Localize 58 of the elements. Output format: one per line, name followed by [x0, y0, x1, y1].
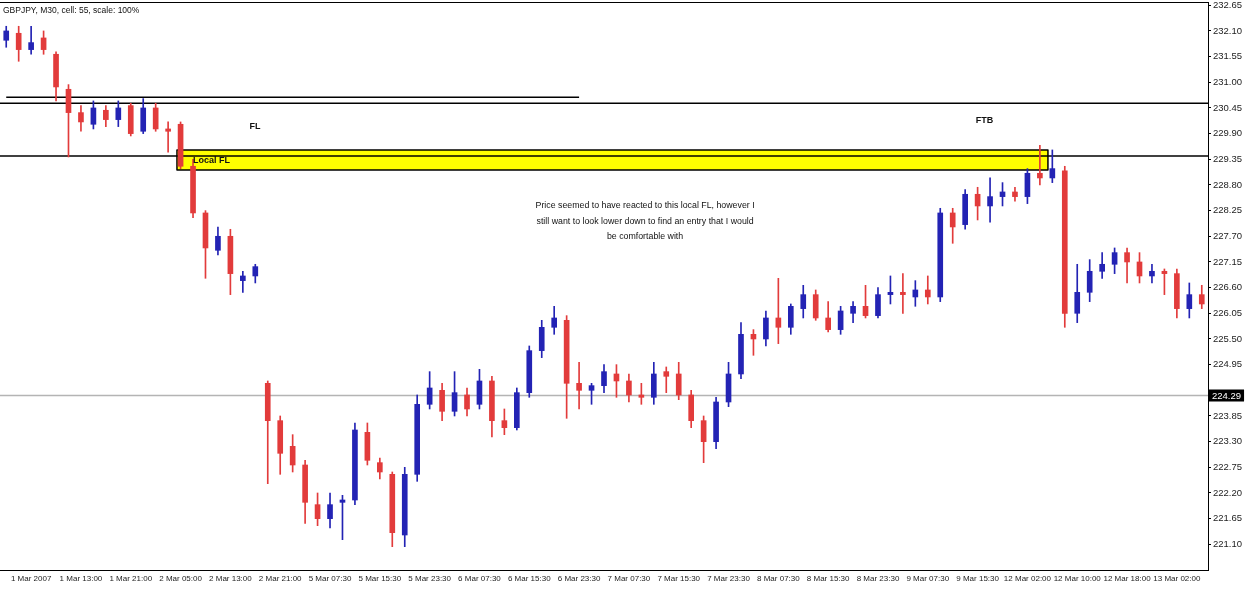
y-tick-label: 232.10 [1213, 24, 1243, 36]
y-tick-label: 226.05 [1213, 306, 1243, 318]
candlestick [165, 121, 171, 153]
x-tick-label: 2 Mar 13:00 [209, 574, 253, 583]
y-tick-label: 223.85 [1213, 409, 1243, 421]
annotation: FTB [975, 114, 994, 125]
y-tick-label: 221.65 [1213, 512, 1243, 524]
y-tick-label: 229.35 [1213, 152, 1243, 164]
y-tick-label: 223.30 [1213, 435, 1243, 447]
y-tick-label: 231.00 [1213, 75, 1243, 87]
y-tick-label: 222.20 [1213, 486, 1243, 498]
x-tick-label: 1 Mar 2007 [10, 574, 52, 583]
x-tick-label: 5 Mar 15:30 [358, 574, 402, 583]
x-tick-label: 7 Mar 15:30 [657, 574, 701, 583]
y-tick-label: 226.60 [1213, 281, 1243, 293]
candlestick [663, 366, 670, 393]
y-tick-label: 224.95 [1213, 358, 1243, 370]
y-tick-label: 229.90 [1213, 127, 1243, 139]
y-tick-label: 222.75 [1213, 460, 1243, 472]
ref-line-label: 224.29 [1212, 389, 1242, 401]
x-tick-label: 12 Mar 18:00 [1103, 574, 1152, 583]
y-tick-label: 221.10 [1213, 537, 1243, 549]
candlestick [900, 273, 906, 314]
y-tick-label: 230.45 [1213, 101, 1243, 113]
x-tick-label: 7 Mar 23:30 [707, 574, 751, 583]
band-label: Local FL [192, 155, 231, 166]
x-tick-label: 5 Mar 23:30 [408, 574, 452, 583]
x-tick-label: 9 Mar 07:30 [906, 574, 950, 583]
x-tick-label: 6 Mar 23:30 [557, 574, 601, 583]
x-tick-label: 8 Mar 23:30 [856, 574, 900, 583]
x-tick-label: 12 Mar 10:00 [1053, 574, 1102, 583]
y-tick-label: 227.15 [1213, 255, 1243, 267]
x-tick-label: 12 Mar 02:00 [1003, 574, 1052, 583]
y-tick-label: 228.80 [1213, 178, 1243, 190]
x-tick-label: 8 Mar 07:30 [757, 574, 801, 583]
x-tick-label: 9 Mar 15:30 [956, 574, 1000, 583]
x-tick-label: 5 Mar 07:30 [308, 574, 352, 583]
candlestick [240, 270, 246, 293]
x-tick-label: 8 Mar 15:30 [806, 574, 851, 583]
y-tick-label: 228.25 [1213, 204, 1243, 216]
annotation: Price seemed to have reacted to this local FL, however I still want to look lower down to find an entry that I would be comfortable with [535, 200, 755, 242]
y-tick-label: 232.65 [1213, 0, 1243, 10]
candlestick [1037, 144, 1043, 186]
y-tick-label: 231.55 [1213, 50, 1243, 62]
x-tick-label: 7 Mar 07:30 [607, 574, 651, 583]
x-tick-label: 1 Mar 21:00 [109, 574, 153, 583]
y-tick-label: 227.70 [1213, 229, 1243, 241]
x-tick-label: 2 Mar 21:00 [258, 574, 303, 583]
y-tick-label: 225.50 [1213, 332, 1243, 344]
x-tick-label: 6 Mar 15:30 [507, 574, 552, 583]
candlestick [987, 177, 993, 223]
x-tick-label: 13 Mar 02:00 [1153, 574, 1201, 583]
x-tick-label: 1 Mar 13:00 [59, 574, 103, 583]
x-tick-label: 2 Mar 05:00 [159, 574, 203, 583]
x-tick-label: 6 Mar 07:30 [458, 574, 502, 583]
chart-title: GBPJPY, M30, cell: 55, scale: 100% [3, 5, 140, 16]
annotation: FL [249, 121, 261, 132]
candlestick [576, 361, 582, 410]
